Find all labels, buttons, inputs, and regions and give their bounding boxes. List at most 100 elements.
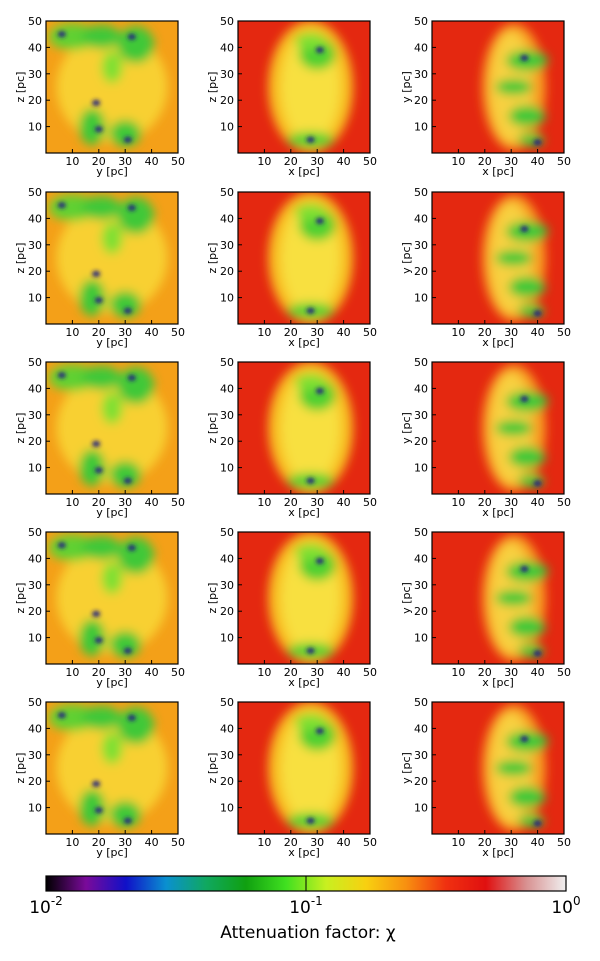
- heatmap-region: [48, 23, 97, 51]
- y-tick-label: 40: [220, 722, 234, 735]
- x-axis-label: y [pc]: [96, 846, 128, 859]
- heatmap-region: [117, 367, 155, 405]
- heatmap-region: [48, 364, 97, 392]
- panel: 10 20 30 40 50 10 20 30 40 50 x [pc] y [pc]: [400, 186, 571, 349]
- heatmap-regions: [268, 702, 353, 834]
- x-axis-label: y [pc]: [96, 336, 128, 349]
- y-axis-label: z [pc]: [14, 413, 27, 444]
- y-tick-label: 40: [220, 41, 234, 54]
- colorbar-tick-label: 100: [551, 894, 580, 918]
- y-tick-label: 50: [28, 696, 42, 709]
- y-tick-label: 20: [220, 605, 234, 618]
- x-tick-label: 40: [337, 326, 351, 339]
- x-tick-label: 20: [92, 666, 106, 679]
- y-axis-label: y [pc]: [400, 752, 413, 784]
- heatmap-spot: [315, 728, 324, 735]
- y-tick-label: 50: [414, 696, 428, 709]
- heatmap-spot: [520, 225, 529, 232]
- y-tick-label: 20: [220, 435, 234, 448]
- heatmap-spots: [57, 542, 136, 654]
- heatmap-regions: [482, 704, 549, 832]
- panel: 10 20 30 40 50 10 20 30 40 50 y [pc] z [pc]: [14, 186, 185, 349]
- heatmap-image: [46, 192, 178, 324]
- y-axis-label: z [pc]: [14, 72, 27, 103]
- heatmap-region: [109, 631, 142, 658]
- panel-frame: [45, 20, 179, 154]
- y-tick-label: 30: [414, 239, 428, 252]
- x-axis-label: x [pc]: [288, 676, 320, 689]
- panel-frame: [431, 20, 565, 154]
- heatmap-region: [508, 446, 546, 468]
- heatmap-region: [508, 616, 546, 638]
- x-tick-label: 50: [363, 326, 377, 339]
- heatmap-spot: [127, 714, 136, 721]
- y-tick-label: 50: [28, 186, 42, 199]
- x-tick-label: 50: [363, 836, 377, 849]
- y-tick-label: 20: [414, 94, 428, 107]
- x-tick-label: 20: [92, 836, 106, 849]
- heatmap-region: [48, 704, 97, 732]
- x-axis-label: x [pc]: [288, 846, 320, 859]
- y-axis-label: y [pc]: [400, 582, 413, 614]
- panel-frame: [45, 531, 179, 665]
- tick-base: 10: [289, 898, 311, 918]
- y-tick-label: 20: [28, 605, 42, 618]
- panel: 10 20 30 40 50 10 20 30 40 50 y [pc] z [pc]: [14, 15, 185, 178]
- y-tick-label: 30: [220, 579, 234, 592]
- y-tick-label: 20: [220, 775, 234, 788]
- x-tick-label: 10: [451, 496, 465, 509]
- heatmap-region: [109, 461, 142, 488]
- y-tick-label: 30: [220, 68, 234, 81]
- x-tick-label: 30: [118, 666, 132, 679]
- y-tick-label: 30: [414, 68, 428, 81]
- heatmap-region: [294, 543, 327, 560]
- heatmap-spot: [57, 372, 66, 379]
- y-axis-label: z [pc]: [14, 753, 27, 784]
- heatmap-spot: [533, 139, 542, 146]
- heatmap-image: [46, 702, 178, 834]
- x-tick-label: 10: [257, 155, 271, 168]
- heatmap-region: [495, 760, 533, 776]
- y-axis-label: z [pc]: [14, 583, 27, 614]
- heatmap-spot: [92, 99, 101, 106]
- heatmap-region: [505, 391, 549, 413]
- y-tick-label: 10: [28, 292, 42, 305]
- heatmap-image: [432, 192, 564, 324]
- heatmap-spot: [92, 780, 101, 787]
- y-tick-label: 10: [220, 632, 234, 645]
- y-tick-label: 30: [220, 409, 234, 422]
- heatmap-spot: [92, 440, 101, 447]
- panel: 10 20 30 40 50 10 20 30 40 50 x [pc] z [pc]: [206, 526, 377, 689]
- y-tick-label: 50: [414, 526, 428, 539]
- x-tick-label: 10: [65, 155, 79, 168]
- heatmap-spot: [92, 270, 101, 277]
- heatmap-spot: [533, 310, 542, 317]
- x-tick-label: 40: [145, 155, 159, 168]
- heatmap-spot: [94, 297, 103, 304]
- heatmap-region: [294, 373, 327, 390]
- heatmap-region: [505, 50, 549, 72]
- heatmap-region: [81, 705, 122, 730]
- y-axis-label: z [pc]: [14, 243, 27, 274]
- x-axis-label: y [pc]: [96, 165, 128, 178]
- x-tick-label: 10: [65, 666, 79, 679]
- heatmap-regions: [48, 194, 168, 318]
- heatmap-spot: [306, 307, 315, 314]
- heatmap-image: [432, 21, 564, 153]
- y-tick-label: 20: [28, 435, 42, 448]
- heatmap-region: [101, 732, 123, 765]
- y-tick-label: 50: [220, 526, 234, 539]
- heatmap-spot: [92, 610, 101, 617]
- x-tick-label: 10: [451, 326, 465, 339]
- y-axis-label: y [pc]: [400, 71, 413, 103]
- y-tick-label: 30: [414, 409, 428, 422]
- x-tick-label: 20: [478, 836, 492, 849]
- tick-base: 10: [29, 898, 51, 918]
- y-tick-label: 30: [28, 749, 42, 762]
- heatmap-spot: [94, 637, 103, 644]
- x-tick-label: 20: [92, 496, 106, 509]
- panel: 10 20 30 40 50 10 20 30 40 50 x [pc] z [pc]: [206, 696, 377, 859]
- y-tick-label: 50: [28, 15, 42, 28]
- y-tick-label: 10: [28, 121, 42, 134]
